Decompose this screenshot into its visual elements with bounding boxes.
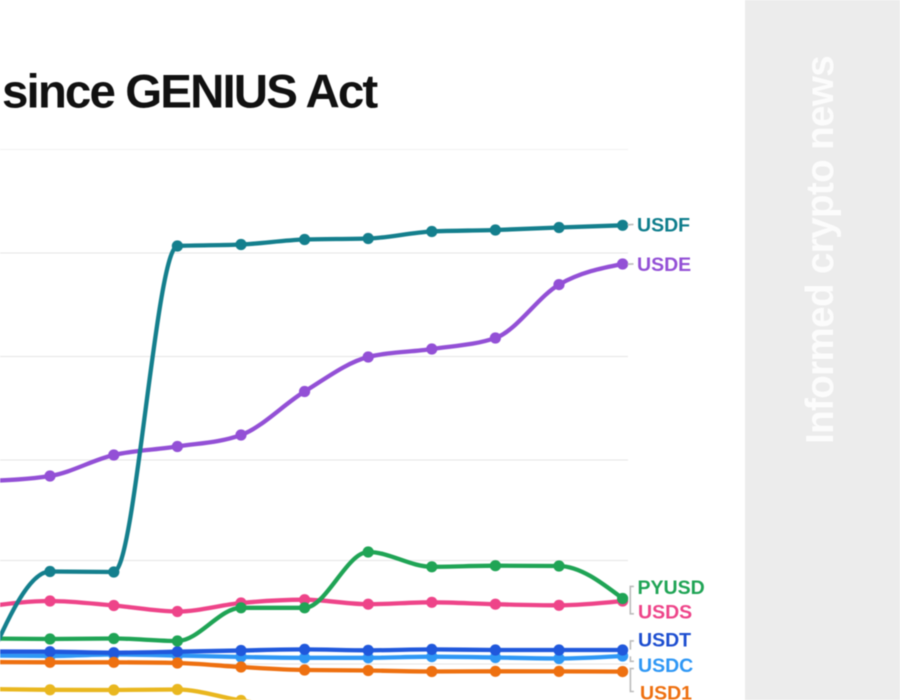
svg-text:Informed crypto news: Informed crypto news [799, 56, 842, 444]
svg-text:USDT: USDT [638, 630, 691, 652]
svg-text:USDF: USDF [637, 215, 690, 237]
svg-text:USDE: USDE [637, 254, 691, 276]
svg-text:USDS: USDS [638, 601, 692, 623]
svg-text:USDC: USDC [638, 655, 693, 677]
svg-text:USD1: USD1 [640, 683, 692, 700]
svg-text:PYUSD: PYUSD [638, 577, 705, 599]
svg-text:since GENIUS Act: since GENIUS Act [2, 66, 378, 119]
